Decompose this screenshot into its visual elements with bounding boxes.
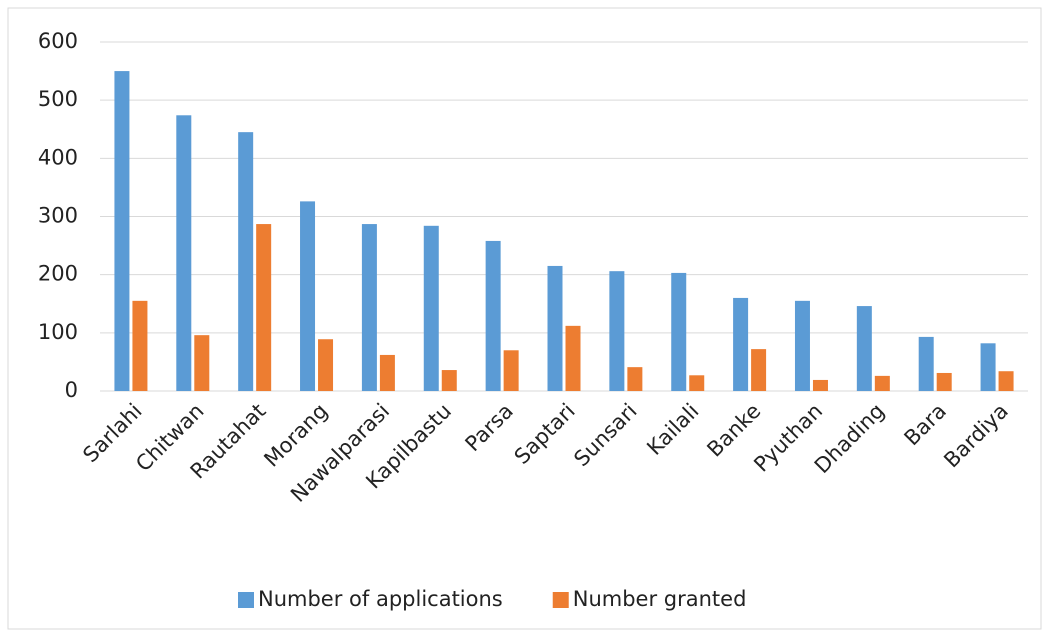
y-tick-label: 300 <box>38 204 78 228</box>
y-tick-label: 0 <box>65 378 78 402</box>
bar <box>114 71 130 391</box>
bar <box>361 224 377 391</box>
legend-swatch <box>552 592 569 608</box>
bar <box>194 335 210 391</box>
bar <box>300 201 316 391</box>
bar <box>256 224 272 391</box>
bar <box>238 132 254 392</box>
y-tick-label: 100 <box>38 320 78 344</box>
bar <box>689 375 705 391</box>
bar <box>812 379 828 391</box>
bar <box>441 370 457 391</box>
bar <box>609 271 625 391</box>
bar <box>856 306 872 391</box>
bar <box>318 339 334 391</box>
bar <box>794 300 810 391</box>
chart-frame <box>7 7 1042 630</box>
legend-label: Number granted <box>573 587 747 611</box>
bar <box>874 375 890 391</box>
bar <box>751 349 767 391</box>
bar <box>918 336 934 391</box>
bar <box>503 350 519 391</box>
bar <box>565 325 581 391</box>
bar <box>671 272 687 391</box>
bar <box>547 265 563 391</box>
y-tick-label: 200 <box>38 262 78 286</box>
bar <box>176 115 192 391</box>
y-tick-label: 400 <box>38 145 78 169</box>
legend-swatch <box>238 592 254 608</box>
bar <box>733 297 749 391</box>
legend-label: Number of applications <box>258 587 503 611</box>
bar <box>980 343 996 391</box>
bar <box>132 300 148 391</box>
bar <box>485 240 501 391</box>
y-tick-label: 600 <box>38 29 78 53</box>
y-tick-label: 500 <box>38 87 78 111</box>
bar <box>936 372 952 391</box>
bar <box>998 371 1014 391</box>
bar <box>627 367 643 391</box>
bar <box>379 354 395 391</box>
bar <box>423 225 439 391</box>
